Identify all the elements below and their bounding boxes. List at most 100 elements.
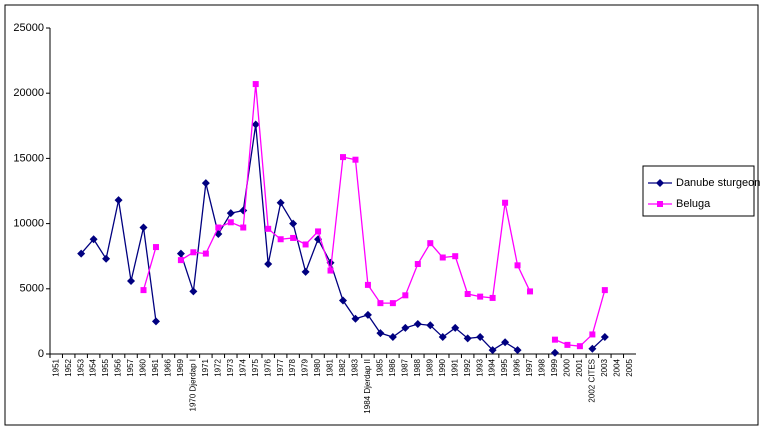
marker — [401, 323, 410, 332]
x-tick-label: 1997 — [525, 358, 534, 376]
marker — [302, 241, 309, 248]
x-tick-label: 1985 — [376, 358, 385, 376]
marker — [189, 287, 198, 296]
marker — [413, 320, 422, 329]
marker — [389, 300, 396, 307]
marker — [276, 198, 285, 207]
marker — [339, 296, 347, 305]
marker — [252, 81, 259, 88]
x-tick-label: 1977 — [276, 358, 285, 376]
marker — [439, 254, 446, 261]
marker — [589, 331, 596, 338]
x-tick-label: 1957 — [126, 358, 135, 376]
marker — [656, 179, 664, 187]
marker — [501, 338, 510, 347]
marker — [102, 254, 111, 263]
chart-border — [4, 4, 759, 426]
marker — [476, 333, 485, 342]
marker — [215, 224, 222, 231]
marker — [152, 244, 159, 251]
x-tick-label: 1975 — [251, 358, 260, 376]
marker — [576, 343, 583, 350]
x-tick-label: 1970 Djerdap I — [188, 359, 197, 411]
marker — [290, 234, 297, 241]
marker — [427, 240, 434, 247]
x-tick-label: 1972 — [213, 358, 222, 376]
x-tick-label: 1981 — [326, 358, 335, 376]
x-tick-label: 1966 — [164, 358, 173, 376]
x-tick-label: 1978 — [288, 358, 297, 376]
x-tick-label: 2001 — [575, 358, 584, 376]
x-tick-label: 1984 Djerdap II — [363, 359, 372, 414]
marker — [388, 333, 397, 342]
x-tick-label: 2003 — [600, 358, 609, 376]
marker — [477, 293, 484, 300]
y-tick-label: 0 — [38, 348, 44, 360]
x-tick-label: 1956 — [114, 358, 123, 376]
marker — [438, 333, 447, 342]
marker — [139, 223, 148, 232]
legend-label: Danube sturgeon — [676, 177, 760, 189]
x-tick-label: 1999 — [550, 358, 559, 376]
marker — [414, 261, 421, 268]
x-tick-label: 1952 — [64, 358, 73, 376]
marker — [151, 317, 160, 326]
marker — [363, 310, 372, 319]
x-tick-label: 1990 — [438, 358, 447, 376]
marker — [527, 288, 534, 295]
marker — [351, 314, 360, 323]
x-tick-label: 2004 — [612, 358, 621, 376]
x-tick-label: 1983 — [351, 358, 360, 376]
marker — [176, 249, 185, 258]
x-tick-label: 1961 — [151, 358, 160, 376]
marker — [514, 262, 521, 269]
marker — [550, 348, 559, 357]
x-tick-label: 1953 — [76, 358, 85, 376]
x-tick-label: 1996 — [513, 358, 522, 376]
x-tick-label: 2002 CITES — [587, 359, 596, 403]
marker — [202, 250, 209, 257]
marker — [402, 292, 409, 299]
marker — [264, 260, 273, 269]
marker — [601, 287, 608, 294]
y-tick-label: 25000 — [13, 22, 44, 34]
x-tick-label: 1994 — [488, 358, 497, 376]
x-tick-label: 1969 — [176, 358, 185, 376]
marker — [657, 201, 663, 207]
marker — [315, 228, 322, 235]
x-tick-label: 1971 — [201, 358, 210, 376]
marker — [240, 224, 247, 231]
marker — [364, 281, 371, 288]
marker — [77, 249, 86, 258]
marker — [327, 267, 334, 274]
y-tick-label: 15000 — [13, 152, 44, 164]
marker — [127, 276, 136, 285]
x-tick-label: 1998 — [538, 358, 547, 376]
y-tick-label: 10000 — [13, 218, 44, 230]
marker — [489, 294, 496, 301]
marker — [426, 321, 435, 330]
marker — [277, 236, 284, 243]
x-tick-label: 1976 — [263, 358, 272, 376]
x-tick-label: 2005 — [625, 358, 634, 376]
x-tick-label: 1951 — [51, 358, 60, 376]
marker — [227, 219, 234, 226]
marker — [488, 346, 497, 355]
marker — [502, 199, 509, 206]
marker — [376, 329, 385, 338]
marker — [352, 156, 359, 163]
marker — [190, 249, 197, 256]
x-tick-label: 1954 — [89, 358, 98, 376]
marker — [452, 253, 459, 260]
x-tick-label: 1973 — [226, 358, 235, 376]
marker — [513, 346, 522, 355]
marker — [140, 287, 147, 294]
legend — [642, 165, 755, 217]
marker — [289, 219, 298, 228]
marker — [265, 225, 272, 232]
x-tick-label: 1980 — [313, 358, 322, 376]
x-tick-label: 1995 — [500, 358, 509, 376]
marker — [89, 235, 98, 244]
marker — [464, 291, 471, 298]
